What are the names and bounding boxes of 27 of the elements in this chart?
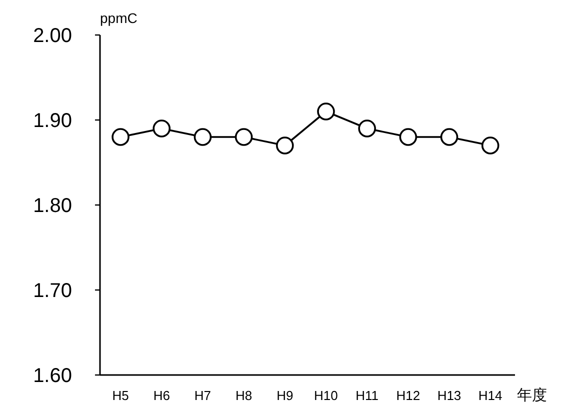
point xyxy=(317,102,335,120)
point xyxy=(194,128,212,146)
point xyxy=(112,128,130,146)
x-tick-label: H8 xyxy=(236,388,252,403)
y-tick-label: 1.60 xyxy=(33,365,72,387)
y-tick-label: 2.00 xyxy=(33,25,72,47)
x-tick-label: H5 xyxy=(112,388,129,403)
x-tick-label: H7 xyxy=(194,388,212,403)
x-tick-label: H6 xyxy=(153,388,170,403)
x-tick-label: H10 xyxy=(314,388,338,403)
x-axis-title: 年度 xyxy=(517,387,547,404)
point xyxy=(152,120,171,138)
y-tick-label: 1.90 xyxy=(33,110,72,132)
y-tick-label: 1.80 xyxy=(33,195,72,217)
point xyxy=(276,136,294,154)
point xyxy=(440,128,458,146)
x-tick-label: H14 xyxy=(478,388,502,403)
point xyxy=(399,128,418,146)
y-axis-title: ppmC xyxy=(100,10,138,26)
point xyxy=(481,136,500,154)
x-tick-label: H9 xyxy=(276,388,294,403)
y-tick-label: 1.70 xyxy=(33,280,72,302)
x-tick-label: H13 xyxy=(437,388,462,403)
point xyxy=(234,128,253,146)
x-tick-label: H11 xyxy=(356,388,379,403)
x-tick-label: H12 xyxy=(396,388,420,403)
point xyxy=(358,120,376,138)
